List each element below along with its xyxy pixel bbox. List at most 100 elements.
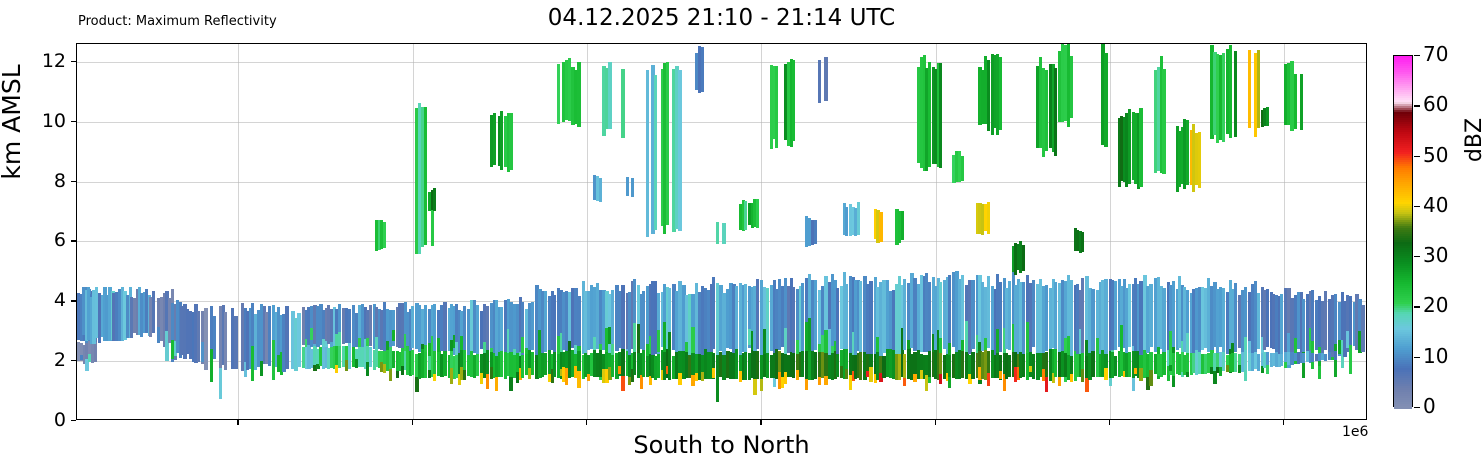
colorbar-segment — [1394, 316, 1412, 319]
reflectivity-cell — [395, 306, 399, 348]
reflectivity-cell — [726, 350, 730, 378]
colorbar-segment — [1394, 148, 1412, 151]
reflectivity-column — [981, 44, 985, 419]
colorbar-segment — [1394, 72, 1412, 75]
reflectivity-cell — [240, 303, 244, 371]
reflectivity-cell — [360, 347, 365, 368]
reflectivity-core-cell — [1294, 360, 1298, 365]
colorbar-segment — [1394, 230, 1412, 233]
reflectivity-cell — [344, 345, 349, 368]
reflectivity-cell — [1061, 279, 1065, 357]
colorbar-segment — [1394, 210, 1412, 213]
reflectivity-cell — [1098, 354, 1102, 378]
reflectivity-cell — [509, 113, 513, 170]
colorbar-segment — [1394, 254, 1412, 257]
reflectivity-cell — [521, 355, 525, 379]
reflectivity-cell — [792, 352, 796, 378]
colorbar-segment — [1394, 292, 1412, 295]
reflectivity-cell — [1069, 55, 1073, 119]
reflectivity-column — [382, 44, 386, 419]
reflectivity-cell — [1028, 283, 1033, 357]
reflectivity-cell — [433, 188, 437, 211]
reflectivity-cell — [466, 308, 471, 357]
reflectivity-column — [1256, 44, 1260, 419]
reflectivity-column — [504, 44, 508, 419]
reflectivity-column — [1098, 44, 1102, 419]
reflectivity-cell — [88, 341, 92, 363]
reflectivity-column — [780, 44, 784, 419]
reflectivity-cell — [750, 203, 754, 228]
reflectivity-cell — [509, 352, 513, 378]
reflectivity-core-cell — [851, 332, 855, 364]
reflectivity-column — [403, 44, 407, 419]
reflectivity-cell — [1311, 290, 1315, 356]
reflectivity-cell — [595, 352, 599, 378]
colorbar-tick-mark — [1414, 256, 1420, 258]
y-tick-mark — [71, 240, 76, 242]
colorbar-segment — [1394, 280, 1412, 283]
reflectivity-cell — [191, 312, 195, 362]
colorbar-segment — [1394, 344, 1412, 347]
colorbar-segment — [1394, 258, 1412, 261]
reflectivity-cell — [1247, 352, 1252, 371]
colorbar-segment — [1394, 90, 1412, 93]
reflectivity-cell — [842, 202, 846, 236]
reflectivity-column — [1025, 44, 1030, 419]
reflectivity-cell — [1063, 45, 1068, 122]
reflectivity-cell — [1101, 44, 1105, 146]
reflectivity-column — [212, 44, 216, 419]
colorbar-segment — [1394, 186, 1412, 189]
reflectivity-column — [965, 44, 969, 419]
colorbar-segment — [1394, 172, 1412, 175]
colorbar — [1393, 55, 1413, 409]
reflectivity-column — [482, 44, 487, 419]
reflectivity-cell — [548, 350, 552, 377]
reflectivity-core-cell — [1002, 328, 1006, 367]
reflectivity-cell — [450, 303, 454, 355]
reflectivity-column — [123, 44, 127, 419]
reflectivity-cell — [1330, 352, 1335, 359]
reflectivity-cell — [455, 303, 459, 355]
reflectivity-cell — [230, 308, 235, 369]
colorbar-segment — [1394, 376, 1412, 379]
reflectivity-column — [719, 44, 723, 419]
reflectivity-cell — [1136, 351, 1140, 379]
reflectivity-column — [1111, 44, 1115, 419]
colorbar-segment — [1394, 380, 1412, 383]
colorbar-segment — [1394, 222, 1412, 225]
reflectivity-cell — [675, 352, 679, 380]
reflectivity-cell — [735, 349, 739, 380]
reflectivity-cell — [452, 355, 456, 379]
reflectivity-cell — [322, 309, 326, 344]
reflectivity-cell — [466, 355, 471, 376]
reflectivity-cell — [423, 106, 428, 246]
colorbar-segment — [1394, 58, 1412, 61]
reflectivity-cell — [433, 351, 437, 376]
reflectivity-cell — [395, 351, 399, 373]
colorbar-segment — [1394, 324, 1412, 327]
reflectivity-column — [704, 44, 708, 419]
reflectivity-cell — [952, 271, 956, 348]
reflectivity-cell — [151, 291, 155, 333]
reflectivity-cell — [1299, 74, 1303, 130]
reflectivity-core-cell — [1104, 368, 1108, 380]
reflectivity-column — [1275, 44, 1279, 419]
reflectivity-cell — [327, 304, 331, 345]
reflectivity-cell — [324, 307, 328, 344]
reflectivity-cell — [437, 351, 441, 377]
reflectivity-core-cell — [1317, 361, 1322, 366]
reflectivity-column — [243, 44, 247, 419]
reflectivity-cell — [796, 289, 800, 352]
colorbar-segment — [1394, 74, 1412, 77]
reflectivity-column — [544, 44, 548, 419]
reflectivity-cell — [495, 355, 499, 379]
reflectivity-cell — [366, 345, 370, 368]
reflectivity-cell — [447, 354, 451, 379]
reflectivity-core-cell — [1210, 367, 1214, 374]
reflectivity-core-cell — [931, 333, 935, 353]
reflectivity-cell — [584, 353, 588, 377]
reflectivity-cell — [1011, 351, 1015, 378]
colorbar-segment — [1394, 272, 1412, 275]
reflectivity-column — [548, 44, 552, 419]
reflectivity-column — [291, 44, 295, 419]
